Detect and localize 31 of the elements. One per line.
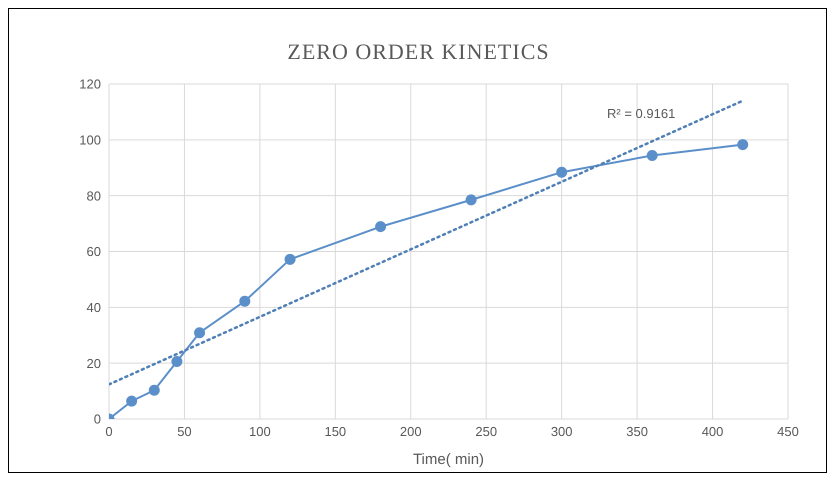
point <box>375 221 386 232</box>
chart-title: ZERO ORDER KINETICS <box>286 39 551 65</box>
x-tick-label: 350 <box>626 424 648 440</box>
y-tick-label: 100 <box>79 132 101 148</box>
point <box>194 327 206 338</box>
point <box>556 166 568 178</box>
point <box>148 384 160 396</box>
point <box>646 150 658 161</box>
annotation: R² = 0.9161 <box>607 106 676 121</box>
x-tick-label: 50 <box>177 424 192 440</box>
y-tick-label: 20 <box>86 356 101 371</box>
point <box>737 139 748 150</box>
x-tick-label: 400 <box>702 424 724 440</box>
x-tick-label: 450 <box>777 424 799 440</box>
y-tick-label: 120 <box>79 76 101 92</box>
y-tick-label: 0 <box>94 412 101 427</box>
x-tick-label: 300 <box>550 424 573 440</box>
x-axis-title: Time( min) <box>412 451 484 468</box>
point <box>126 396 138 407</box>
x-tick-label: 100 <box>249 424 271 440</box>
point <box>284 254 296 265</box>
y-tick-label: 80 <box>86 188 101 204</box>
y-tick-label: 40 <box>86 300 101 315</box>
point <box>239 296 250 307</box>
x-tick-label: 200 <box>400 424 422 440</box>
y-tick-label: 60 <box>86 244 101 260</box>
x-tick-label: 150 <box>324 424 346 440</box>
x-tick-label: 250 <box>475 424 498 440</box>
point <box>466 194 477 206</box>
x-tick-label: 0 <box>105 424 113 440</box>
point <box>171 356 182 367</box>
